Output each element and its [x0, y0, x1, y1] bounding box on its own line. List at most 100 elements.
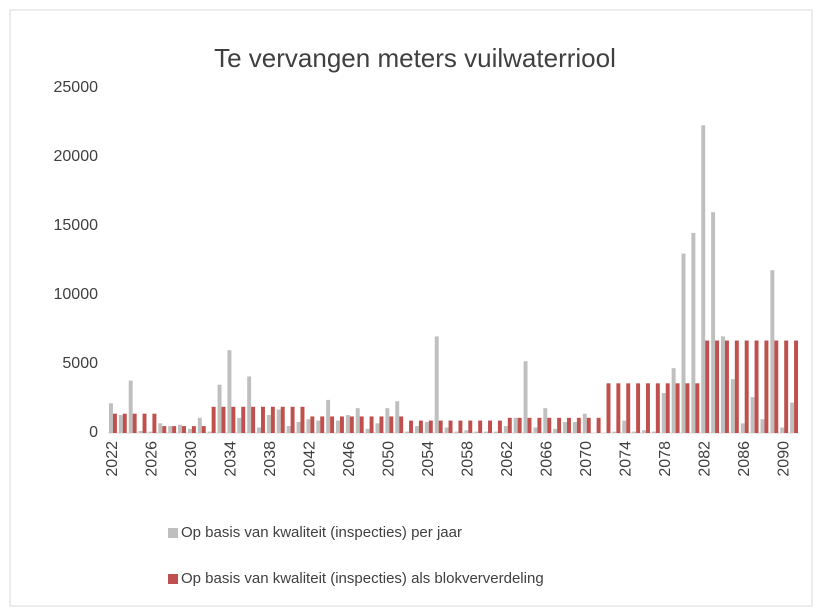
bar — [316, 420, 321, 433]
bar — [790, 402, 795, 433]
bar — [428, 420, 433, 433]
x-tick-label: 2034 — [223, 441, 240, 477]
x-tick-label: 2074 — [617, 441, 634, 477]
bar — [385, 408, 390, 433]
bar — [626, 383, 631, 433]
x-tick-label: 2078 — [657, 441, 674, 477]
x-tick-label: 2058 — [460, 441, 477, 477]
x-tick-label: 2042 — [302, 441, 319, 477]
bar — [221, 406, 226, 433]
bar — [227, 350, 232, 433]
bar — [636, 383, 641, 433]
x-tick-label: 2066 — [538, 441, 555, 477]
bar — [493, 431, 498, 433]
bar — [754, 340, 759, 433]
x-tick-label: 2050 — [381, 441, 398, 477]
bar — [280, 406, 285, 433]
bar — [389, 416, 394, 433]
bar — [296, 421, 301, 433]
y-tick-label: 25000 — [54, 79, 99, 96]
bar — [547, 417, 552, 433]
bar — [152, 413, 157, 433]
bar — [300, 406, 305, 433]
bar — [336, 420, 340, 433]
bar — [434, 336, 439, 433]
bar — [197, 417, 202, 433]
legend-swatch — [168, 574, 178, 584]
bar — [484, 431, 489, 433]
bar — [543, 408, 548, 433]
bar — [375, 423, 380, 433]
bar — [586, 417, 591, 433]
bar — [705, 340, 710, 433]
bar — [517, 417, 522, 433]
bar — [764, 340, 769, 433]
x-tick-label: 2054 — [420, 441, 437, 477]
bar — [168, 426, 173, 433]
bar — [270, 406, 275, 433]
x-tick-label: 2070 — [578, 441, 595, 477]
bar — [349, 416, 354, 433]
bar — [415, 426, 419, 433]
bar — [399, 416, 404, 433]
bar — [257, 427, 262, 433]
bar — [138, 430, 143, 433]
bar — [642, 430, 646, 433]
y-tick-label: 15000 — [54, 217, 99, 234]
bar — [454, 431, 459, 433]
bar — [780, 427, 785, 433]
bar — [681, 253, 686, 433]
bar — [770, 270, 775, 433]
bar — [665, 383, 670, 433]
bar — [750, 397, 755, 433]
bar — [622, 420, 627, 433]
bar — [217, 384, 222, 433]
x-tick-label: 2022 — [104, 441, 121, 477]
bar — [438, 420, 443, 433]
bar — [740, 423, 745, 433]
bar — [320, 416, 325, 433]
bar — [632, 431, 637, 433]
y-tick-label: 10000 — [54, 286, 99, 303]
bar — [345, 415, 350, 433]
bar — [715, 340, 720, 433]
bar — [187, 428, 192, 433]
bar — [675, 383, 680, 433]
bar — [497, 420, 502, 433]
bar — [339, 416, 344, 433]
x-tick-label: 2090 — [775, 441, 792, 477]
bar — [237, 417, 242, 433]
bar — [148, 431, 153, 433]
bar — [178, 424, 183, 433]
bar — [474, 431, 479, 433]
bar — [661, 392, 666, 433]
bar — [576, 417, 581, 433]
bar — [359, 416, 364, 433]
bar — [760, 419, 765, 433]
bar — [612, 431, 617, 433]
bar — [448, 420, 453, 433]
bar — [513, 417, 518, 433]
bar — [507, 417, 512, 433]
bar — [158, 423, 163, 433]
bar — [306, 419, 311, 433]
bar — [207, 431, 212, 433]
bar — [118, 415, 123, 433]
bar — [241, 406, 246, 433]
y-tick-label: 5000 — [62, 355, 98, 372]
bar — [464, 430, 469, 433]
bar — [572, 421, 577, 433]
bar — [533, 427, 538, 433]
bar — [326, 399, 331, 433]
bar — [651, 431, 656, 433]
bar — [724, 340, 729, 433]
bar — [231, 406, 236, 433]
bar — [142, 413, 147, 433]
bar — [162, 426, 167, 433]
bar — [468, 420, 473, 433]
bar — [503, 426, 508, 433]
bar — [290, 406, 295, 433]
bar — [537, 417, 542, 433]
x-tick-label: 2082 — [696, 441, 713, 477]
bar — [365, 428, 370, 433]
